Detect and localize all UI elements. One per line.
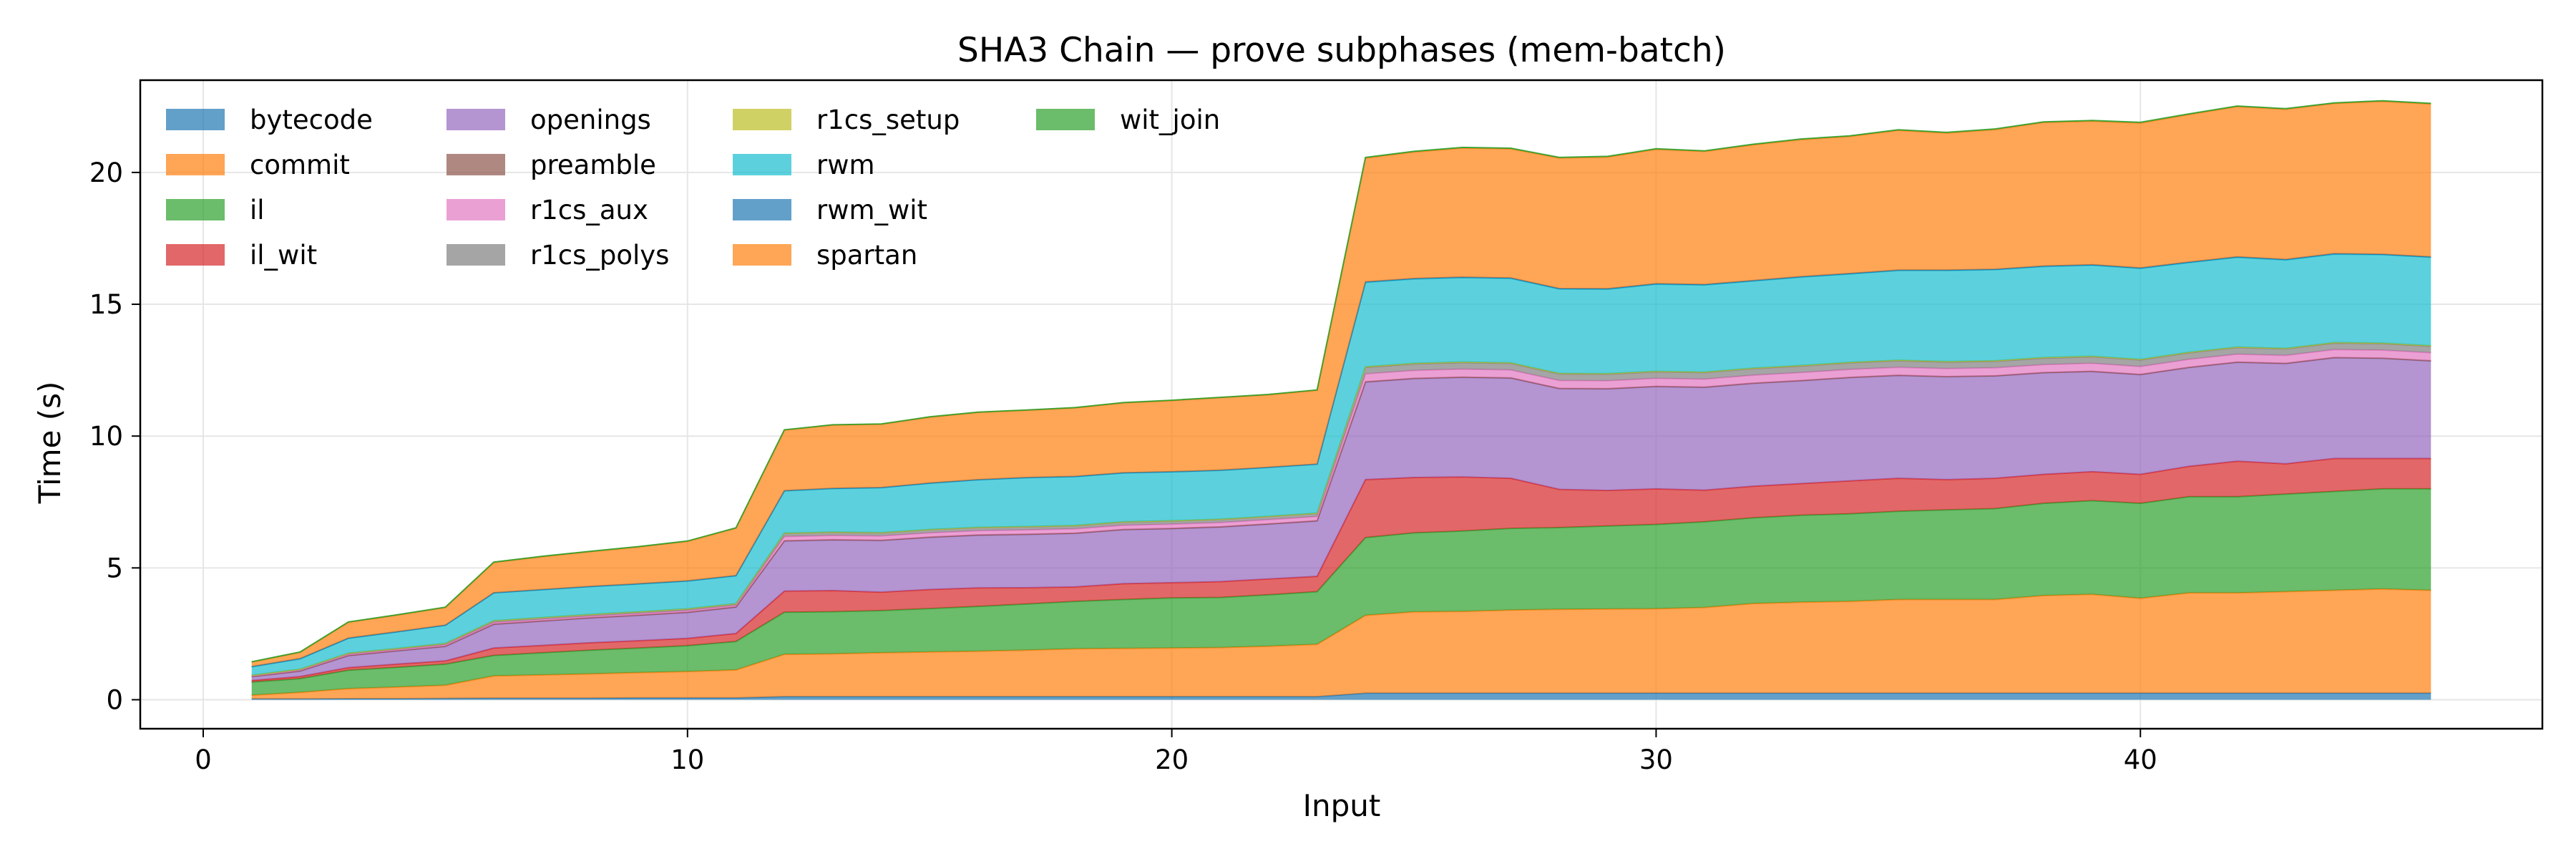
area-il <box>251 488 2431 696</box>
axis-ticks: 0 10 20 30 40 0 5 10 15 20 <box>89 157 2157 775</box>
chart-title: SHA3 Chain — prove subphases (mem-batch) <box>957 31 1726 70</box>
legend-swatch <box>447 109 505 130</box>
legend-label: openings <box>530 105 651 135</box>
legend-label: r1cs_polys <box>530 240 669 271</box>
area-edge-r1cs-aux <box>251 349 2431 677</box>
legend: bytecode commit il il_wit openings preamble r1… <box>166 105 1220 271</box>
legend-label: bytecode <box>250 105 373 135</box>
plot-frame <box>139 79 2544 730</box>
y-tick-label: 10 <box>89 421 123 452</box>
legend-label: r1cs_aux <box>530 195 648 225</box>
legend-swatch <box>166 199 225 220</box>
y-axis-label: Time (s) <box>32 382 67 505</box>
y-tick-label: 15 <box>89 289 123 320</box>
area-rwm <box>251 254 2431 676</box>
y-tick-label: 20 <box>89 157 123 188</box>
x-tick-label: 30 <box>1639 744 1673 775</box>
legend-label: rwm_wit <box>816 195 927 225</box>
legend-swatch <box>733 154 791 175</box>
legend-swatch <box>447 154 505 175</box>
legend-label: preamble <box>530 150 656 180</box>
area-edge-wit-join <box>251 100 2431 663</box>
legend-swatch <box>447 199 505 220</box>
legend-label: il_wit <box>250 240 317 271</box>
x-tick-label: 20 <box>1155 744 1189 775</box>
y-tick-label: 5 <box>106 553 123 583</box>
legend-label: commit <box>250 150 350 180</box>
x-tick-label: 40 <box>2124 744 2157 775</box>
legend-swatch <box>1036 109 1095 130</box>
legend-swatch <box>733 199 791 220</box>
legend-label: spartan <box>816 240 917 271</box>
area-commit <box>251 588 2431 699</box>
area-layer <box>251 100 2431 700</box>
legend-swatch <box>166 154 225 175</box>
legend-swatch <box>733 109 791 130</box>
area-bytecode <box>251 693 2431 700</box>
legend-swatch <box>733 244 791 266</box>
y-tick-label: 0 <box>106 684 123 715</box>
area-openings <box>251 357 2431 681</box>
legend-label: r1cs_setup <box>816 105 960 135</box>
x-axis-label: Input <box>1303 788 1381 823</box>
legend-swatch <box>447 244 505 266</box>
legend-label: il <box>250 195 265 225</box>
area-spartan <box>251 101 2431 667</box>
legend-swatch <box>166 244 225 266</box>
legend-label: rwm <box>816 150 875 180</box>
area-il-wit <box>251 458 2431 682</box>
legend-label: wit_join <box>1120 105 1220 135</box>
legend-swatch <box>166 109 225 130</box>
x-tick-label: 0 <box>195 744 212 775</box>
x-tick-label: 10 <box>670 744 704 775</box>
